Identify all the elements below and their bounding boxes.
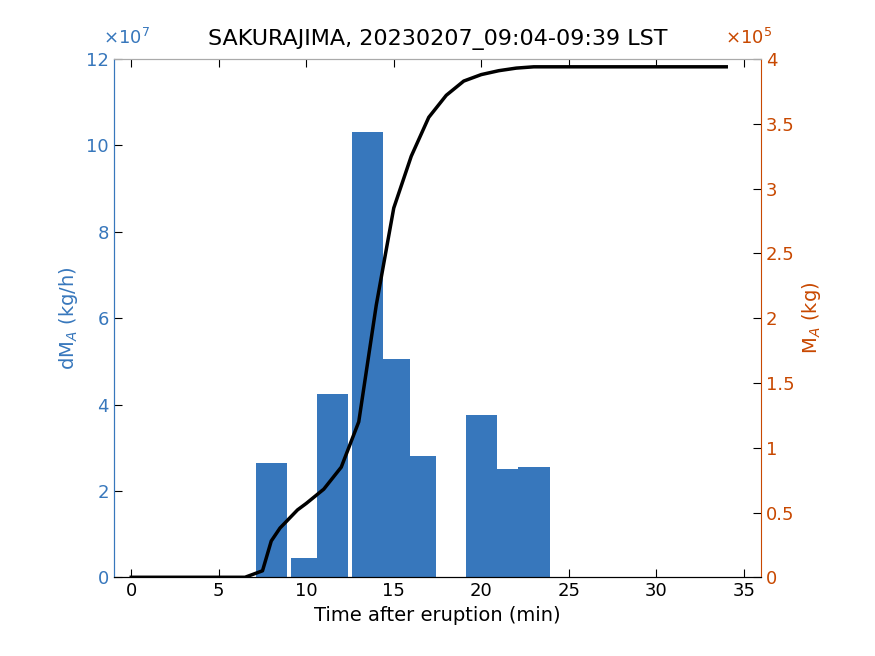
Bar	[290, 558, 322, 577]
Title: SAKURAJIMA, 20230207_09:04-09:39 LST: SAKURAJIMA, 20230207_09:04-09:39 LST	[207, 29, 668, 50]
Bar	[404, 457, 436, 577]
X-axis label: Time after eruption (min): Time after eruption (min)	[314, 605, 561, 625]
Bar	[518, 467, 550, 577]
Bar	[352, 133, 383, 577]
Bar	[466, 415, 497, 577]
Bar	[317, 394, 348, 577]
Bar	[378, 359, 410, 577]
Bar	[255, 463, 287, 577]
Text: $\times10^5$: $\times10^5$	[725, 28, 773, 48]
Bar	[492, 469, 523, 577]
Text: $\times10^7$: $\times10^7$	[102, 28, 150, 48]
Y-axis label: M$_A$ (kg): M$_A$ (kg)	[801, 282, 823, 354]
Y-axis label: dM$_A$ (kg/h): dM$_A$ (kg/h)	[58, 266, 80, 370]
